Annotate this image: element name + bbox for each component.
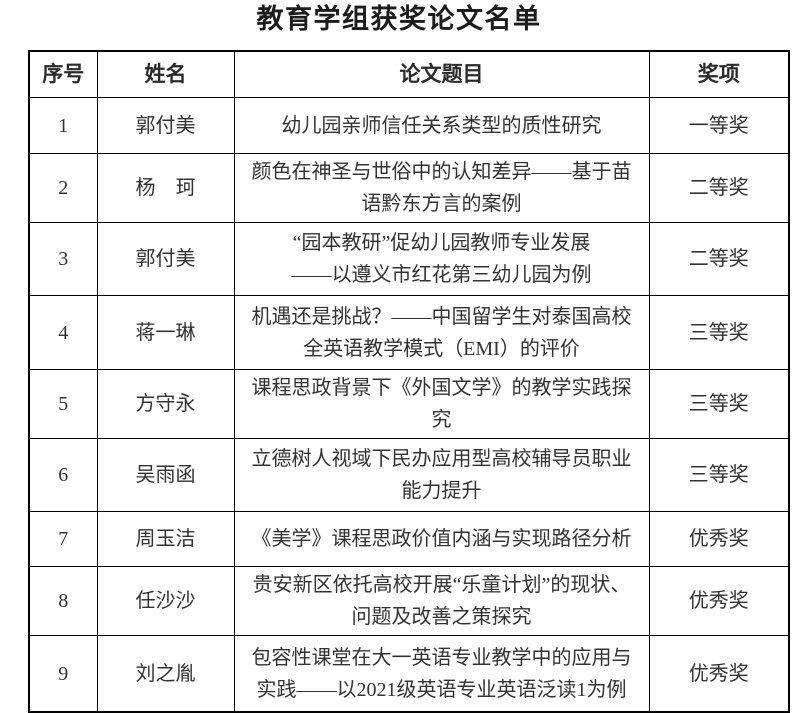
name-cell: 周玉洁	[96, 511, 235, 568]
name-cell: 郭付美	[96, 222, 235, 297]
row-number-cell: 6	[28, 438, 98, 513]
name-cell: 杨 珂	[96, 153, 235, 224]
paper-title-cell: “园本教研”促幼儿园教师专业发展 ——以遵义市红花第三幼儿园为例	[233, 222, 650, 297]
header-award: 奖项	[648, 50, 790, 99]
award-cell: 三等奖	[648, 438, 790, 513]
table-row: 7 周玉洁 《美学》课程思政价值内涵与实现路径分析 优秀奖	[28, 511, 790, 568]
table-row: 1 郭付美 幼儿园亲师信任关系类型的质性研究 一等奖	[28, 97, 790, 155]
paper-title-cell: 贵安新区依托高校开展“乐童计划”的现状、问题及改善之策探究	[233, 566, 650, 637]
table-row: 9 刘之胤 包容性课堂在大一英语专业教学中的应用与实践——以2021级英语专业英…	[28, 635, 790, 713]
award-cell: 二等奖	[648, 222, 790, 297]
row-number-cell: 4	[28, 295, 98, 371]
name-cell: 郭付美	[96, 97, 235, 155]
name-cell: 蒋一琳	[96, 295, 235, 371]
table-row: 3 郭付美 “园本教研”促幼儿园教师专业发展 ——以遵义市红花第三幼儿园为例 二…	[28, 222, 790, 297]
paper-title-cell: 机遇还是挑战？——中国留学生对泰国高校全英语教学模式（EMI）的评价	[233, 295, 650, 371]
awards-table: 序号 姓名 论文题目 奖项 1 郭付美 幼儿园亲师信任关系类型的质性研究 一等奖…	[28, 49, 790, 713]
name-cell: 吴雨函	[96, 438, 235, 513]
award-cell: 优秀奖	[648, 511, 790, 568]
award-cell: 一等奖	[648, 97, 790, 155]
header-row: 序号 姓名 论文题目 奖项	[28, 50, 790, 99]
page-title: 教育学组获奖论文名单	[256, 4, 542, 34]
paper-title-cell: 立德树人视域下民办应用型高校辅导员职业能力提升	[233, 438, 650, 513]
header-name: 姓名	[96, 50, 235, 99]
name-cell: 刘之胤	[96, 635, 235, 713]
row-number-cell: 2	[28, 153, 98, 224]
name-cell: 任沙沙	[96, 566, 235, 637]
award-cell: 三等奖	[648, 369, 790, 440]
row-number-cell: 3	[28, 222, 98, 297]
row-number-cell: 5	[28, 369, 98, 440]
row-number-cell: 9	[28, 635, 98, 713]
row-number-cell: 1	[28, 97, 98, 155]
row-number-cell: 8	[28, 566, 98, 637]
award-cell: 优秀奖	[648, 566, 790, 637]
header-no: 序号	[28, 50, 98, 99]
table-row: 4 蒋一琳 机遇还是挑战？——中国留学生对泰国高校全英语教学模式（EMI）的评价…	[28, 295, 790, 371]
table-row: 2 杨 珂 颜色在神圣与世俗中的认知差异——基于苗语黔东方言的案例 二等奖	[28, 153, 790, 224]
paper-title-cell: 课程思政背景下《外国文学》的教学实践探究	[233, 369, 650, 440]
table-row: 6 吴雨函 立德树人视域下民办应用型高校辅导员职业能力提升 三等奖	[28, 438, 790, 513]
award-cell: 三等奖	[648, 295, 790, 371]
award-cell: 二等奖	[648, 153, 790, 224]
award-cell: 优秀奖	[648, 635, 790, 713]
row-number-cell: 7	[28, 511, 98, 568]
paper-title-cell: 包容性课堂在大一英语专业教学中的应用与实践——以2021级英语专业英语泛读1为例	[233, 635, 650, 713]
table-row: 8 任沙沙 贵安新区依托高校开展“乐童计划”的现状、问题及改善之策探究 优秀奖	[28, 566, 790, 637]
table-row: 5 方守永 课程思政背景下《外国文学》的教学实践探究 三等奖	[28, 369, 790, 440]
name-cell: 方守永	[96, 369, 235, 440]
paper-title-cell: 《美学》课程思政价值内涵与实现路径分析	[233, 511, 650, 568]
header-paper: 论文题目	[233, 50, 650, 99]
paper-title-cell: 幼儿园亲师信任关系类型的质性研究	[233, 97, 650, 155]
paper-title-cell: 颜色在神圣与世俗中的认知差异——基于苗语黔东方言的案例	[233, 153, 650, 224]
